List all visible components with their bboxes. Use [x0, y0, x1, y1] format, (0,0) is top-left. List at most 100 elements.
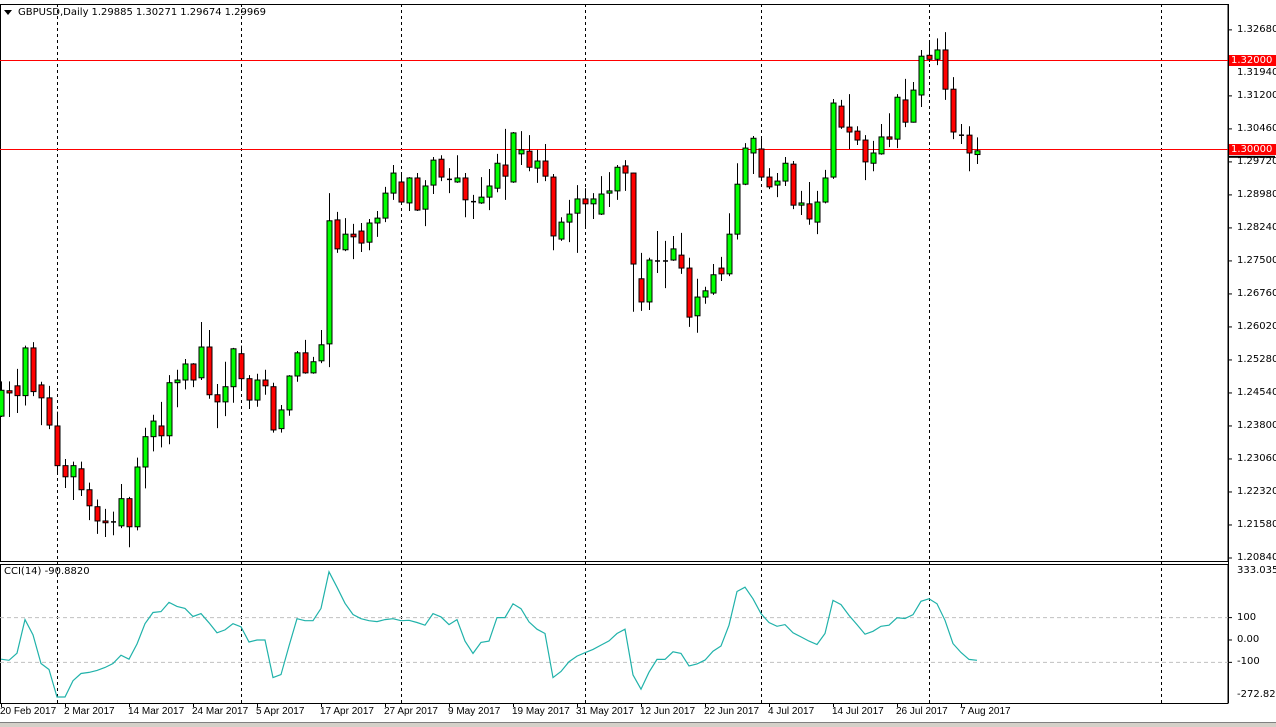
candle-bull: [878, 136, 885, 155]
candle-bull: [710, 274, 717, 294]
candle-bull: [222, 386, 229, 403]
date-label: 26 Jul 2017: [896, 706, 948, 717]
date-label: 4 Jul 2017: [768, 706, 815, 717]
candle-bear: [302, 352, 309, 374]
date-label: 9 May 2017: [448, 706, 501, 717]
price-label: 1.27500: [1237, 254, 1276, 266]
candle-bull: [774, 180, 781, 186]
candle-bull: [510, 132, 517, 183]
candle-bull: [590, 198, 597, 205]
candle-bull: [646, 259, 653, 303]
candle-bull: [422, 185, 429, 210]
candle-bear: [806, 203, 813, 220]
candle-bull: [182, 363, 189, 381]
candle-bear: [358, 230, 365, 244]
candle-bull: [670, 248, 677, 261]
price-line-tag: 1.32000: [1229, 55, 1276, 67]
price-label: 1.26020: [1237, 320, 1276, 332]
price-label: 1.26760: [1237, 287, 1276, 299]
date-label: 14 Jul 2017: [832, 706, 884, 717]
candle-bull: [518, 149, 525, 155]
candle-bull: [390, 172, 397, 194]
candle-bull: [894, 96, 901, 140]
candle-bear: [886, 136, 893, 140]
candle-bull: [310, 361, 317, 374]
candle-bear: [902, 99, 909, 123]
candle-bull: [750, 137, 757, 154]
price-label: 1.24540: [1237, 386, 1276, 398]
open-value: 1.29885: [91, 7, 133, 18]
candle-bear: [30, 347, 37, 393]
candle-bear: [502, 164, 509, 177]
candle-bull: [486, 185, 493, 198]
candle-bear: [622, 165, 629, 174]
candle-bear: [6, 390, 13, 394]
current-price-marker: [1229, 155, 1275, 158]
candle-bull: [278, 409, 285, 430]
candle-bear: [414, 177, 421, 211]
candle-bear: [766, 176, 773, 188]
price-label: 1.22320: [1237, 485, 1276, 497]
candle-bear: [758, 148, 765, 178]
candle-bear: [214, 394, 221, 403]
candle-bull: [166, 382, 173, 437]
candle-bear: [582, 198, 589, 205]
candle-bull: [374, 217, 381, 224]
date-label: 2 Mar 2017: [64, 706, 115, 717]
candle-bull: [830, 102, 837, 178]
candle-bull: [478, 196, 485, 204]
price-label: 1.30460: [1237, 122, 1276, 134]
candle-bear: [398, 181, 405, 203]
candle-bull: [614, 166, 621, 192]
price-label: 1.20840: [1237, 551, 1276, 563]
date-label: 27 Apr 2017: [384, 706, 438, 717]
candle-bull: [342, 233, 349, 251]
main-panel-frame: [0, 4, 1229, 562]
candle-bear: [94, 506, 101, 522]
candle-bull: [366, 222, 373, 243]
low-value: 1.29674: [180, 7, 222, 18]
candle-bear: [238, 353, 245, 380]
candle-bull: [430, 159, 437, 186]
candle-bull: [534, 160, 541, 169]
cci-level-label: -100: [1237, 656, 1260, 668]
candle-bear: [38, 384, 45, 399]
candle-bear: [438, 158, 445, 178]
candle-bull: [734, 183, 741, 235]
candle-bull: [598, 193, 605, 215]
candle-bear: [246, 378, 253, 401]
candle-bear: [942, 49, 949, 90]
candle-bear: [190, 363, 197, 381]
candle-bear: [86, 489, 93, 507]
high-value: 1.30271: [135, 7, 178, 18]
price-label: 1.23060: [1237, 452, 1276, 464]
candle-bull: [814, 201, 821, 223]
date-label: 31 May 2017: [576, 706, 634, 717]
candle-bear: [102, 520, 109, 524]
candle-bull: [822, 177, 829, 203]
candle-bull: [566, 213, 573, 223]
candle-bull: [558, 221, 565, 240]
candle-bull: [454, 177, 461, 183]
candle-bear: [686, 267, 693, 318]
cci-min-label: -272.8287: [1237, 689, 1276, 700]
cci-max-label: 333.0353: [1237, 565, 1276, 576]
candle-bull: [382, 192, 389, 219]
candle-bear: [862, 139, 869, 163]
cci-line: [0, 570, 978, 698]
candle-bull: [254, 379, 261, 401]
candle-bull: [174, 379, 181, 384]
cci-level-label: 0.00: [1237, 633, 1260, 645]
candle-bull: [230, 348, 237, 388]
candle-bull: [286, 375, 293, 411]
symbol-label: GBPUSD,Daily: [18, 7, 89, 18]
candle-bull: [918, 55, 925, 96]
dropdown-triangle-icon[interactable]: [4, 10, 12, 15]
candle-bull: [70, 465, 77, 478]
date-label: 5 Apr 2017: [256, 706, 305, 717]
candle-bull: [574, 198, 581, 214]
cci-title: CCI(14) -90.8820: [4, 566, 90, 577]
candle-bull: [782, 162, 789, 182]
candle-bear: [350, 233, 357, 238]
